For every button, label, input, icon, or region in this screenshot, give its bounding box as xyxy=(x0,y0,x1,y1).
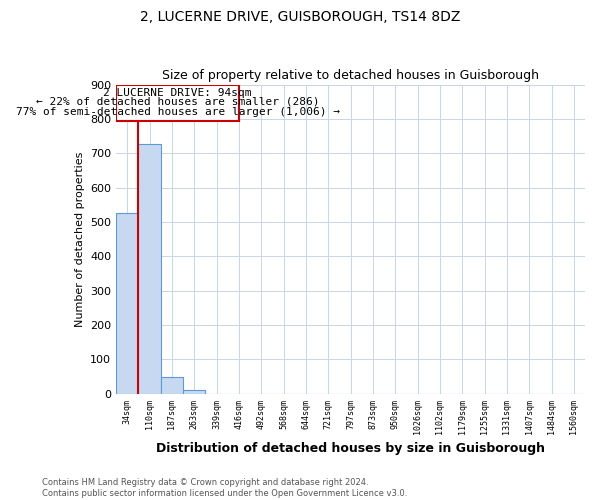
Bar xyxy=(183,390,205,394)
Text: ← 22% of detached houses are smaller (286): ← 22% of detached houses are smaller (28… xyxy=(36,96,319,106)
Text: 2 LUCERNE DRIVE: 94sqm: 2 LUCERNE DRIVE: 94sqm xyxy=(103,88,252,98)
Title: Size of property relative to detached houses in Guisborough: Size of property relative to detached ho… xyxy=(162,69,539,82)
Text: 2, LUCERNE DRIVE, GUISBOROUGH, TS14 8DZ: 2, LUCERNE DRIVE, GUISBOROUGH, TS14 8DZ xyxy=(140,10,460,24)
Bar xyxy=(161,376,183,394)
Bar xyxy=(116,84,239,120)
Y-axis label: Number of detached properties: Number of detached properties xyxy=(74,152,85,327)
Bar xyxy=(116,212,139,394)
Bar xyxy=(139,144,161,394)
Text: Contains HM Land Registry data © Crown copyright and database right 2024.
Contai: Contains HM Land Registry data © Crown c… xyxy=(42,478,407,498)
X-axis label: Distribution of detached houses by size in Guisborough: Distribution of detached houses by size … xyxy=(156,442,545,455)
Text: 77% of semi-detached houses are larger (1,006) →: 77% of semi-detached houses are larger (… xyxy=(16,107,340,117)
